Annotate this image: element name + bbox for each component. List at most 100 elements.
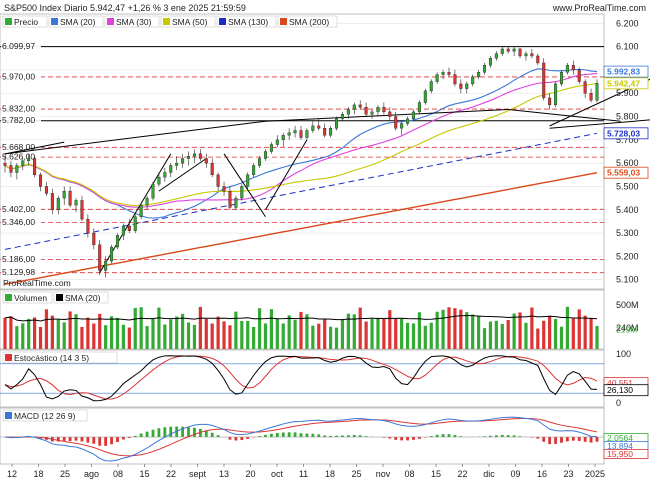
candle (554, 81, 558, 108)
x-tick-label: ago (84, 469, 99, 479)
candle-body (234, 197, 238, 208)
macd-histogram-bar (447, 434, 451, 437)
x-tick-label: 16 (537, 469, 547, 479)
legend-label: SMA (30) (116, 17, 152, 27)
candle (536, 53, 540, 66)
candle-body (9, 165, 13, 173)
macd-histogram-bar (323, 435, 327, 437)
candle (411, 109, 415, 122)
candle (246, 172, 250, 189)
price-level-label: 5.970,00 (2, 71, 35, 81)
candle (163, 167, 167, 182)
candle-body (530, 53, 534, 57)
candle (258, 156, 262, 168)
macd-histogram-bar (122, 437, 125, 440)
candle (44, 181, 48, 196)
candle-body (133, 216, 137, 231)
candle-body (506, 48, 510, 52)
candle (175, 156, 179, 171)
macd-histogram-bar (566, 437, 569, 442)
volume-bar (471, 314, 475, 349)
candle (33, 156, 37, 178)
price-panel[interactable]: 6.099,97 5.970,00 5.832,005.782,00 5.668,00… (0, 13, 650, 290)
candle (115, 233, 119, 250)
price-level-bg (1, 70, 41, 81)
legend-swatch (51, 18, 58, 25)
legend-box (216, 15, 277, 28)
candle (477, 69, 481, 80)
candle (39, 172, 43, 192)
volume-bar (109, 316, 114, 349)
price-level-label: 5.832,00 (2, 104, 35, 114)
candle-body (571, 65, 575, 71)
volume-bar (68, 311, 72, 349)
volume-bar (388, 310, 392, 349)
legend-label: SMA (130) (228, 17, 268, 27)
volume-bar (38, 326, 43, 349)
candle-body (210, 162, 214, 176)
candle (299, 125, 303, 140)
candle-body (293, 130, 297, 134)
candle (216, 172, 220, 192)
macd-histogram-bar (56, 437, 60, 442)
x-tick-label: 25 (351, 469, 361, 479)
candle-body (204, 158, 208, 164)
candle-body (127, 225, 131, 231)
candle (240, 184, 244, 201)
candle-body (56, 197, 60, 210)
volume-bar (157, 307, 161, 349)
x-tick-label: 22 (457, 469, 467, 479)
macd-histogram-bar (577, 437, 581, 441)
macd-histogram-bar (400, 437, 404, 441)
stochastic-y-tick: 100 (616, 349, 631, 359)
volume-bar (269, 309, 273, 349)
macd-histogram-bar (228, 437, 232, 440)
legend-swatch (5, 354, 12, 361)
trendline (223, 153, 266, 218)
candle-body (459, 83, 463, 89)
macd-histogram-bar (216, 435, 220, 437)
candle (181, 153, 185, 168)
price-tag-box (603, 65, 649, 78)
candle-body (441, 72, 445, 75)
candle-body (335, 118, 339, 129)
volume-bar (275, 318, 279, 349)
candle (340, 111, 344, 122)
legend-swatch (107, 18, 114, 25)
candle-body (263, 151, 267, 159)
macd-histogram-bar (494, 435, 498, 437)
volume-bar (228, 325, 232, 349)
candle (518, 47, 522, 59)
candle-body (21, 160, 25, 166)
x-tick-label: 2025 (585, 469, 605, 479)
volume-bar (589, 318, 593, 349)
price-tag-box (603, 166, 649, 179)
price-panel-frame (0, 13, 605, 290)
macd-histogram-bar (530, 437, 534, 438)
candle (317, 118, 321, 131)
candle (494, 51, 498, 61)
volume-bar (80, 326, 84, 349)
candle-body (311, 125, 315, 131)
moving-averages (4, 68, 598, 286)
volume-bar (44, 309, 49, 349)
x-tick-label: 18 (33, 469, 43, 479)
macd-histogram-bar (459, 436, 463, 437)
volume-bar (317, 323, 321, 349)
candle-body (145, 197, 149, 206)
candle-body (400, 123, 404, 129)
candle (471, 74, 475, 87)
macd-histogram-bar (536, 437, 540, 439)
candle-body (423, 90, 427, 103)
candle-body (453, 74, 457, 85)
price-tag-label: 5.942,47 (607, 78, 640, 88)
candle (86, 214, 90, 238)
x-tick-label: oct (271, 469, 284, 479)
volume-bar (163, 324, 167, 349)
legend-box (53, 291, 109, 304)
macd-histogram-bar (512, 435, 516, 437)
